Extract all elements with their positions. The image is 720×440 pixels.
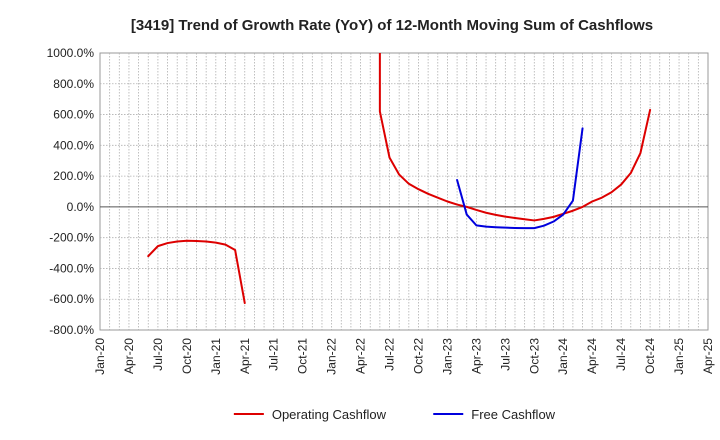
x-tick-label: Jan-20 [93, 338, 107, 375]
x-tick-label: Apr-25 [701, 338, 715, 374]
x-tick-label: Jan-25 [672, 338, 686, 375]
y-tick-label: 0.0% [67, 200, 95, 214]
legend-label-operating-cashflow: Operating Cashflow [272, 407, 387, 422]
x-tick-label: Apr-21 [238, 338, 252, 374]
y-tick-label: 200.0% [53, 169, 94, 183]
chart-title: [3419] Trend of Growth Rate (YoY) of 12-… [131, 17, 653, 34]
x-tick-label: Jan-22 [325, 338, 339, 375]
x-tick-label: Oct-23 [527, 338, 541, 374]
legend: Operating Cashflow Free Cashflow [233, 407, 556, 422]
x-tick-label: Oct-20 [180, 338, 194, 374]
y-tick-label: -200.0% [49, 231, 94, 245]
y-tick-label: 400.0% [53, 138, 94, 152]
x-tick-label: Apr-20 [122, 338, 136, 374]
y-tick-label: -800.0% [49, 323, 94, 337]
legend-label-free-cashflow: Free Cashflow [471, 407, 555, 422]
series-line-free-cashflow [456, 127, 584, 230]
x-tick-label: Jul-20 [151, 338, 165, 371]
x-tick-label: Oct-22 [411, 338, 425, 374]
x-tick-label: Apr-24 [585, 338, 599, 374]
series-line-operating-cashflow [378, 53, 652, 222]
y-tick-label: 1000.0% [47, 46, 95, 60]
y-tick-label: -600.0% [49, 292, 94, 306]
x-tick-label: Jul-22 [383, 338, 397, 371]
x-tick-label: Apr-22 [354, 338, 368, 374]
x-tick-label: Jul-24 [614, 338, 628, 371]
y-tick-label: 600.0% [53, 108, 94, 122]
x-tick-label: Jan-21 [209, 338, 223, 375]
x-tick-label: Jul-21 [267, 338, 281, 371]
x-tick-label: Apr-23 [469, 338, 483, 374]
plot-area [99, 52, 709, 331]
series-line-operating-cashflow [147, 239, 246, 305]
x-tick-label: Oct-24 [643, 338, 657, 374]
y-tick-label: -400.0% [49, 261, 94, 275]
x-tick-label: Jul-23 [498, 338, 512, 371]
x-tick-label: Jan-23 [440, 338, 454, 375]
y-tick-label: 800.0% [53, 77, 94, 91]
x-tick-label: Jan-24 [556, 338, 570, 375]
x-tick-label: Oct-21 [296, 338, 310, 374]
